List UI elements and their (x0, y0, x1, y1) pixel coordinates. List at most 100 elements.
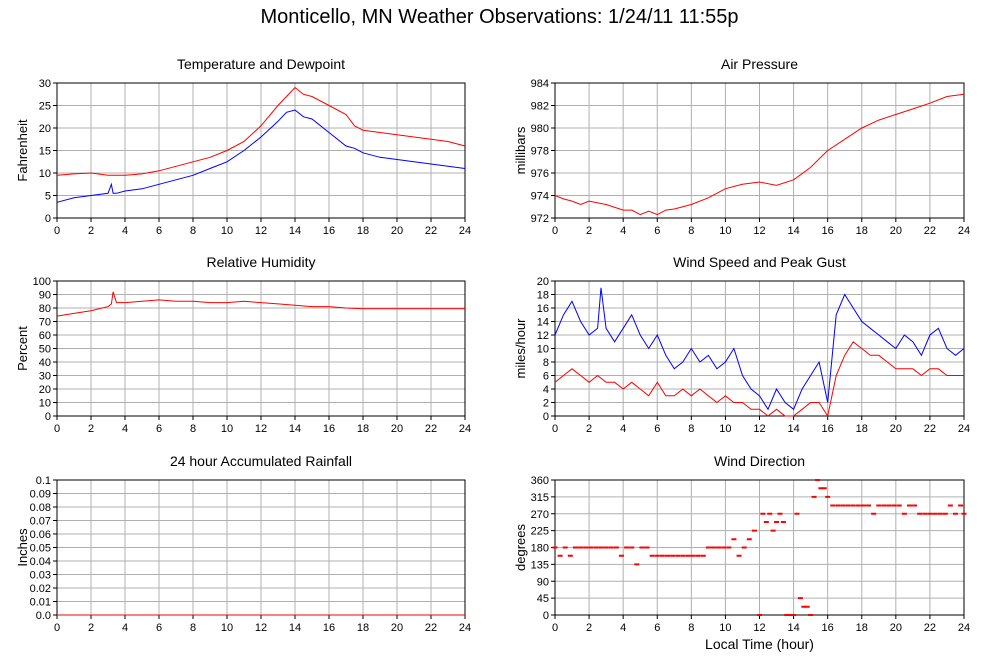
chart-wind-xtick-label: 10 (719, 423, 731, 435)
chart-direction-point (830, 504, 836, 507)
chart-pressure-xtick-label: 14 (787, 225, 799, 237)
chart-direction-point (947, 504, 953, 507)
chart-direction-point (801, 605, 807, 608)
chart-humidity-xtick-label: 14 (289, 423, 301, 435)
chart-direction-point (825, 495, 831, 498)
chart-direction-point (791, 614, 797, 616)
chart-direction-ytick-label: 180 (531, 543, 549, 555)
chart-direction-point (804, 605, 810, 608)
chart-direction-point (751, 529, 757, 532)
chart-direction-point (598, 546, 604, 549)
chart-humidity-xtick-label: 16 (323, 423, 335, 435)
chart-pressure-xtick-label: 22 (924, 225, 936, 237)
chart-temp-xtick-label: 22 (425, 225, 437, 237)
chart-wind-ytick-label: 10 (537, 344, 549, 356)
chart-rain-xtick-label: 2 (88, 622, 94, 634)
chart-temp-xtick-label: 18 (357, 225, 369, 237)
chart-direction-point (562, 546, 568, 549)
chart-rain-ytick-label: 0.06 (30, 529, 51, 541)
chart-direction-point (588, 546, 594, 549)
chart-direction-ytick-label: 315 (531, 492, 549, 504)
chart-direction-point (659, 554, 665, 557)
chart-rain-ytick-label: 0.05 (30, 543, 51, 555)
chart-direction-point (777, 512, 783, 515)
chart-direction-point (855, 504, 861, 507)
chart-direction-point (649, 554, 655, 557)
chart-direction-title: Wind Direction (714, 453, 805, 469)
chart-humidity-xtick-label: 18 (357, 423, 369, 435)
chart-direction-point (695, 554, 701, 557)
chart-rain-ytick-label: 0.1 (36, 475, 51, 487)
chart-pressure-xtick-label: 8 (688, 225, 694, 237)
chart-pressure-ytick-label: 972 (531, 213, 549, 225)
chart-direction-ytick-label: 225 (531, 526, 549, 538)
chart-direction-point (763, 521, 769, 523)
chart-temp-xtick-label: 20 (391, 225, 403, 237)
chart-temp-xtick-label: 6 (156, 225, 162, 237)
chart-direction-point (876, 504, 882, 507)
chart-direction-point (608, 546, 614, 549)
chart-wind-ytick-label: 16 (537, 303, 549, 315)
chart-temp-xtick-label: 2 (88, 225, 94, 237)
chart-rain-ytick-label: 0.03 (30, 570, 51, 582)
chart-pressure-xtick-label: 4 (620, 225, 626, 237)
chart-direction-point (780, 521, 786, 523)
chart-wind-ytick-label: 0 (543, 411, 549, 423)
chart-wind-xtick-label: 16 (822, 423, 834, 435)
chart-wind-xtick-label: 22 (924, 423, 936, 435)
chart-pressure-xtick-label: 18 (856, 225, 868, 237)
chart-direction-point (845, 504, 851, 507)
chart-temp-xtick-label: 14 (289, 225, 301, 237)
chart-pressure-xtick-label: 0 (552, 225, 558, 237)
page-title: Monticello, MN Weather Observations: 1/2… (260, 6, 739, 28)
chart-direction-xtick-label: 12 (753, 622, 765, 634)
chart-direction-point (952, 512, 958, 515)
chart-wind-xtick-label: 12 (753, 423, 765, 435)
chart-wind-series-1-line (554, 341, 964, 418)
chart-humidity-ytick-label: 20 (39, 384, 51, 396)
chart-direction-point (794, 512, 800, 515)
chart-direction-point (922, 512, 928, 515)
chart-direction-point (613, 546, 619, 549)
chart-direction-xlabel: Local Time (hour) (705, 636, 814, 652)
chart-humidity-xtick-label: 24 (459, 423, 471, 435)
chart-pressure-xtick-label: 12 (753, 225, 765, 237)
chart-rain-xtick-label: 18 (357, 622, 369, 634)
chart-pressure-xtick-label: 24 (958, 225, 970, 237)
chart-direction-point (716, 546, 722, 549)
chart-humidity-ylabel: Percent (15, 326, 30, 371)
chart-temp-series-0-line (56, 86, 466, 176)
chart-wind-ylabel: miles/hour (513, 318, 528, 379)
chart-humidity-xtick-label: 4 (122, 423, 128, 435)
chart-pressure-xtick-label: 20 (890, 225, 902, 237)
chart-direction-point (700, 554, 706, 557)
chart-direction-point (784, 614, 790, 616)
chart-wind-ytick-label: 4 (543, 384, 549, 396)
chart-direction-point (961, 512, 967, 515)
chart-direction-point (818, 487, 824, 490)
chart-humidity-ytick-label: 0 (45, 411, 51, 423)
chart-direction-point (835, 504, 841, 507)
chart-temp-ytick-label: 5 (45, 191, 51, 203)
chart-wind-ytick-label: 18 (537, 290, 549, 302)
chart-wind-ytick-label: 12 (537, 330, 549, 342)
chart-direction-ytick-label: 0 (543, 610, 549, 622)
chart-direction-point (774, 521, 780, 523)
chart-direction-ytick-label: 135 (531, 559, 549, 571)
chart-pressure-ytick-label: 980 (531, 123, 549, 135)
chart-rain-ytick-label: 0.01 (30, 597, 51, 609)
chart-pressure-title: Air Pressure (721, 56, 798, 72)
chart-temp-ytick-label: 30 (39, 78, 51, 90)
chart-direction-point (578, 546, 584, 549)
chart-direction-point (654, 554, 660, 557)
chart-temp-ytick-label: 20 (39, 123, 51, 135)
chart-direction-point (624, 546, 630, 549)
chart-direction-point (690, 554, 696, 557)
chart-rain-ytick-label: 0.08 (30, 502, 51, 514)
chart-humidity-ytick-label: 50 (39, 344, 51, 356)
chart-rain-title: 24 hour Accumulated Rainfall (170, 453, 352, 469)
chart-pressure-xtick-label: 10 (719, 225, 731, 237)
chart-direction-point (629, 546, 635, 549)
chart-direction-point (811, 495, 817, 498)
